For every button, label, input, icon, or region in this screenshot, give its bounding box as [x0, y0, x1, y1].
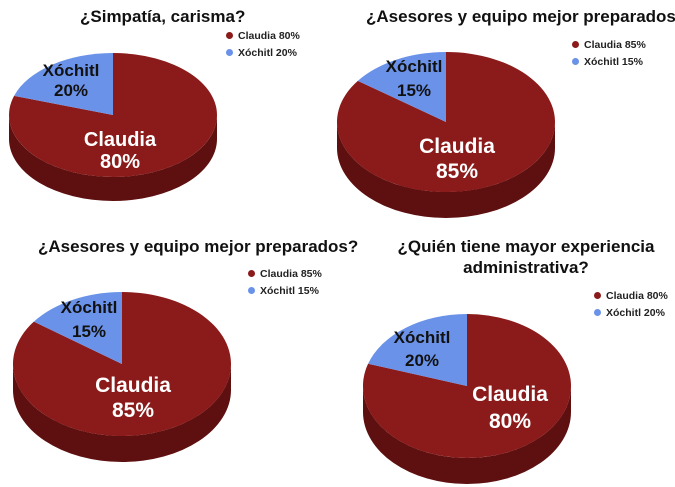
legend-swatch-claudia: [572, 41, 579, 48]
chart-1-title: ¿Simpatía, carisma?: [80, 7, 246, 26]
slice-label-claudia-name: Claudia: [95, 374, 171, 397]
slice-label-claudia-pct: 85%: [112, 399, 154, 422]
legend-item-xochitl: Xóchitl 15%: [248, 282, 322, 299]
slice-label-xochitl-name: Xóchitl: [394, 328, 451, 347]
chart-4-title: ¿Quién tiene mayor experiencia administr…: [386, 236, 666, 278]
slice-label-claudia-pct: 80%: [489, 410, 531, 433]
chart-2-legend: Claudia 85% Xóchitl 15%: [572, 36, 646, 70]
chart-4-title-line-1: ¿Quién tiene mayor experiencia: [397, 237, 655, 256]
slice-label-xochitl-name: Xóchitl: [386, 57, 443, 76]
legend-swatch-claudia: [226, 32, 233, 39]
pie-slice-xochitl: [357, 52, 446, 122]
chart-2-title: ¿Asesores y equipo mejor preparados?: [366, 7, 675, 26]
pie-slice-xochitl: [33, 292, 122, 364]
pie-slice-xochitl: [14, 53, 114, 115]
pie-slice-claudia: [9, 53, 218, 177]
legend-label: Xóchitl 15%: [260, 284, 319, 297]
chart-1-legend: Claudia 80% Xóchitl 20%: [226, 27, 300, 61]
legend-swatch-xochitl: [572, 58, 579, 65]
legend-label: Claudia 80%: [606, 289, 668, 302]
slice-label-xochitl-pct: 15%: [72, 322, 106, 341]
pie-side-claudia: [9, 115, 217, 201]
legend-swatch-xochitl: [594, 309, 601, 316]
pie-side-claudia: [13, 364, 231, 462]
legend-label: Xóchitl 20%: [238, 46, 297, 59]
slice-label-claudia-pct: 80%: [100, 151, 140, 173]
legend-item-claudia: Claudia 80%: [226, 27, 300, 44]
legend-label: Claudia 85%: [260, 267, 322, 280]
chart-4-legend: Claudia 80% Xóchitl 20%: [594, 287, 668, 321]
legend-item-claudia: Claudia 80%: [594, 287, 668, 304]
pie-slice-claudia: [336, 52, 555, 192]
legend-item-xochitl: Xóchitl 15%: [572, 53, 646, 70]
chart-3-legend: Claudia 85% Xóchitl 15%: [248, 265, 322, 299]
pie-side-claudia: [363, 386, 571, 484]
legend-label: Xóchitl 20%: [606, 306, 665, 319]
legend-label: Claudia 85%: [584, 38, 646, 51]
legend-swatch-xochitl: [226, 49, 233, 56]
slice-label-xochitl-pct: 20%: [405, 351, 439, 370]
legend-item-xochitl: Xóchitl 20%: [226, 44, 300, 61]
legend-swatch-claudia: [594, 292, 601, 299]
pie-slice-claudia: [12, 292, 231, 437]
legend-swatch-xochitl: [248, 287, 255, 294]
chart-3-title: ¿Asesores y equipo mejor preparados?: [38, 237, 359, 256]
slice-label-claudia-name: Claudia: [419, 135, 495, 158]
legend-item-xochitl: Xóchitl 20%: [594, 304, 668, 321]
legend-item-claudia: Claudia 85%: [248, 265, 322, 282]
chart-4-title-line-2: administrativa?: [463, 258, 589, 277]
slice-label-xochitl-name: Xóchitl: [61, 298, 118, 317]
slice-label-claudia-name: Claudia: [472, 383, 548, 406]
slice-label-xochitl-pct: 15%: [397, 81, 431, 100]
legend-label: Claudia 80%: [238, 29, 300, 42]
legend-item-claudia: Claudia 85%: [572, 36, 646, 53]
slice-label-xochitl-pct: 20%: [54, 81, 88, 100]
slice-label-xochitl-name: Xóchitl: [43, 61, 100, 80]
slice-label-claudia-name: Claudia: [84, 129, 157, 151]
slice-label-claudia-pct: 85%: [436, 160, 478, 183]
pie-side-claudia: [337, 122, 555, 218]
pie-slice-xochitl: [368, 314, 467, 386]
legend-swatch-claudia: [248, 270, 255, 277]
legend-label: Xóchitl 15%: [584, 55, 643, 68]
